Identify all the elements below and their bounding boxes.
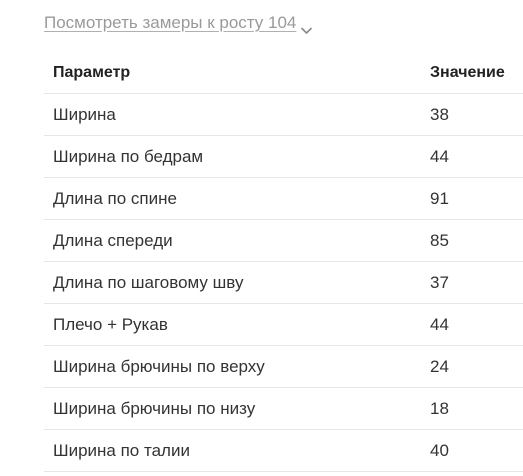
param-name: Плечо + Рукав — [44, 303, 430, 346]
param-value: 44 — [430, 303, 523, 346]
param-value: 85 — [430, 219, 523, 262]
param-name: Длина по шаговому шву — [44, 261, 430, 304]
param-name: Длина спереди — [44, 219, 430, 262]
table-row: Ширина по бедрам 44 — [44, 135, 523, 178]
param-name: Ширина брючины по верху — [44, 345, 430, 388]
param-value: 38 — [430, 93, 523, 136]
table-row: Ширина брючины по верху 24 — [44, 345, 523, 388]
table-body: Ширина 38 Ширина по бедрам 44 Длина по с… — [44, 93, 523, 472]
table-row: Плечо + Рукав 44 — [44, 303, 523, 346]
table-row: Ширина 38 — [44, 93, 523, 136]
param-name: Ширина — [44, 93, 430, 136]
param-value: 24 — [430, 345, 523, 388]
param-name: Длина по спине — [44, 177, 430, 220]
param-value: 44 — [430, 135, 523, 178]
param-value: 37 — [430, 261, 523, 304]
chevron-down-icon[interactable] — [301, 20, 313, 34]
measurements-toggle-link[interactable]: Посмотреть замеры к росту 104 — [44, 11, 313, 35]
header-param: Параметр — [44, 52, 430, 94]
table-row: Ширина по талии 40 — [44, 429, 523, 472]
table-row: Ширина брючины по низу 18 — [44, 387, 523, 430]
param-value: 40 — [430, 429, 523, 472]
param-name: Ширина по талии — [44, 429, 430, 472]
measurements-toggle-label[interactable]: Посмотреть замеры к росту 104 — [44, 13, 297, 32]
table-row: Длина спереди 85 — [44, 219, 523, 262]
param-value: 91 — [430, 177, 523, 220]
table-row: Длина по спине 91 — [44, 177, 523, 220]
header-value: Значение — [430, 52, 523, 94]
measurements-table: Параметр Значение Ширина 38 Ширина по бе… — [44, 52, 523, 472]
table-header-row: Параметр Значение — [44, 52, 523, 94]
param-name: Ширина брючины по низу — [44, 387, 430, 430]
table-row: Длина по шаговому шву 37 — [44, 261, 523, 304]
param-name: Ширина по бедрам — [44, 135, 430, 178]
param-value: 18 — [430, 387, 523, 430]
